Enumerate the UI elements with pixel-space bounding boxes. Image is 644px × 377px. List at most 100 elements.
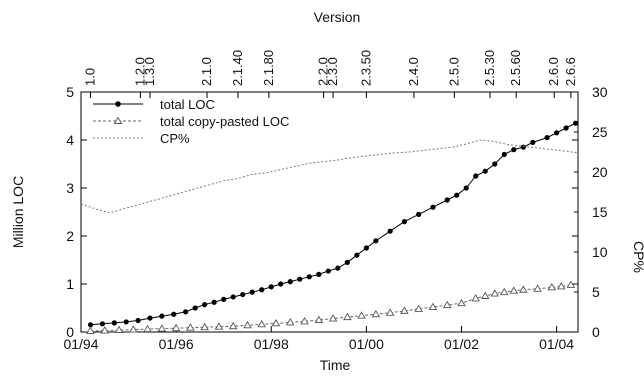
y2-tick-label: 15 [592, 204, 608, 220]
y-tick-label: 0 [66, 324, 74, 340]
copy-pasted-loc-point [114, 325, 124, 334]
copy-pasted-loc-point [100, 326, 110, 334]
y2-tick-label: 30 [592, 84, 608, 100]
copy-pasted-loc-point [519, 285, 528, 293]
y2-tick-label: 20 [592, 164, 608, 180]
total-loc-point [183, 309, 189, 315]
copy-pasted-loc-point [547, 282, 557, 291]
legend-label: total LOC [160, 97, 215, 112]
total-loc-point [278, 281, 284, 287]
total-loc-point [553, 130, 560, 136]
version-label: 2.6.0 [546, 57, 561, 86]
total-loc-point [416, 211, 422, 217]
total-loc-point [563, 125, 569, 131]
x-tick-label: 01/98 [254, 336, 289, 352]
total-loc-point [430, 204, 436, 210]
x-tick-label: 01/04 [539, 336, 574, 352]
total-loc-point [544, 135, 550, 141]
y-tick-label: 1 [66, 276, 74, 292]
version-label: 2.3.50 [358, 50, 373, 86]
copy-pasted-loc-point [480, 291, 490, 299]
total-loc-point [171, 311, 177, 317]
y-tick-label: 5 [66, 84, 74, 100]
version-label: 2.6.6 [563, 57, 578, 86]
total-loc-point [123, 319, 129, 325]
version-label: 1.3.0 [142, 57, 157, 86]
copy-pasted-loc-point [471, 294, 481, 302]
legend-marker [113, 116, 123, 124]
version-label: 2.5.30 [482, 50, 497, 86]
version-label: 2.3.0 [325, 57, 340, 86]
total-loc-point [473, 173, 479, 179]
total-loc-point [373, 238, 379, 244]
total-loc-point [501, 151, 507, 157]
total-loc-point [387, 228, 393, 234]
copy-pasted-loc-point [228, 321, 238, 330]
copy-pasted-loc-point [509, 286, 519, 294]
total-loc-point [135, 317, 141, 324]
y2-tick-label: 5 [592, 284, 600, 300]
total-loc-point [147, 315, 153, 321]
y2-tick-label: 10 [592, 244, 608, 260]
version-label: 2.4.0 [406, 57, 421, 86]
copy-pasted-loc-point [371, 309, 381, 318]
total-loc-point [444, 197, 450, 203]
total-loc-point [463, 185, 469, 191]
version-label: 2.5.0 [446, 57, 461, 86]
version-label: 1.0 [83, 68, 98, 86]
copy-pasted-loc-point [557, 282, 566, 290]
top-axis-title: Version [314, 9, 361, 25]
total-loc-point [192, 305, 198, 311]
copy-pasted-loc-point [271, 318, 281, 327]
copy-pasted-loc-point [214, 322, 224, 330]
copy-pasted-loc-point [171, 323, 181, 332]
copy-pasted-loc-point [499, 287, 509, 296]
total-loc-point [202, 302, 208, 308]
series-line [90, 284, 571, 332]
total-loc-point [316, 271, 322, 277]
total-loc-point [335, 265, 341, 271]
copy-pasted-loc-point [385, 308, 395, 316]
version-label: 2.5.60 [508, 50, 523, 86]
copy-pasted-loc-point [257, 319, 267, 328]
copy-pasted-loc-point [533, 284, 542, 292]
copy-pasted-loc-point [566, 280, 576, 288]
copy-pasted-loc-point [442, 300, 452, 309]
total-loc-point [520, 144, 526, 150]
x-tick-label: 01/96 [159, 336, 194, 352]
total-loc-point [211, 299, 217, 305]
copy-pasted-loc-point [143, 324, 152, 333]
total-loc-point [325, 268, 331, 274]
total-loc-point [401, 219, 408, 225]
total-loc-point [511, 147, 517, 153]
total-loc-point [99, 321, 106, 327]
total-loc-point [354, 252, 360, 258]
total-loc-point [363, 245, 369, 251]
total-loc-point [87, 322, 94, 328]
total-loc-point [287, 279, 293, 285]
total-loc-point [221, 296, 227, 302]
total-loc-point [111, 320, 117, 326]
copy-pasted-loc-point [300, 317, 309, 325]
copy-pasted-loc-point [328, 314, 338, 322]
version-label: 2.1.40 [230, 50, 245, 86]
x-tick-label: 01/94 [63, 336, 98, 352]
version-label: 1.2.0 [132, 57, 147, 86]
total-loc-point [344, 259, 350, 265]
total-loc-point [259, 287, 265, 293]
x-tick-label: 01/02 [444, 336, 479, 352]
version-label: 2.1.80 [261, 50, 276, 86]
total-loc-point [573, 120, 579, 126]
total-loc-point [297, 276, 303, 282]
copy-pasted-loc-point [490, 289, 500, 297]
total-loc-point [249, 289, 255, 295]
copy-pasted-loc-point [285, 318, 295, 326]
version-label: 2.2.0 [316, 57, 331, 86]
copy-pasted-loc-point [129, 325, 138, 333]
plot-frame [80, 91, 579, 333]
y-tick-label: 3 [66, 180, 74, 196]
y2-tick-label: 0 [592, 324, 600, 340]
copy-pasted-loc-point [357, 311, 366, 319]
copy-pasted-loc-point [428, 302, 438, 310]
